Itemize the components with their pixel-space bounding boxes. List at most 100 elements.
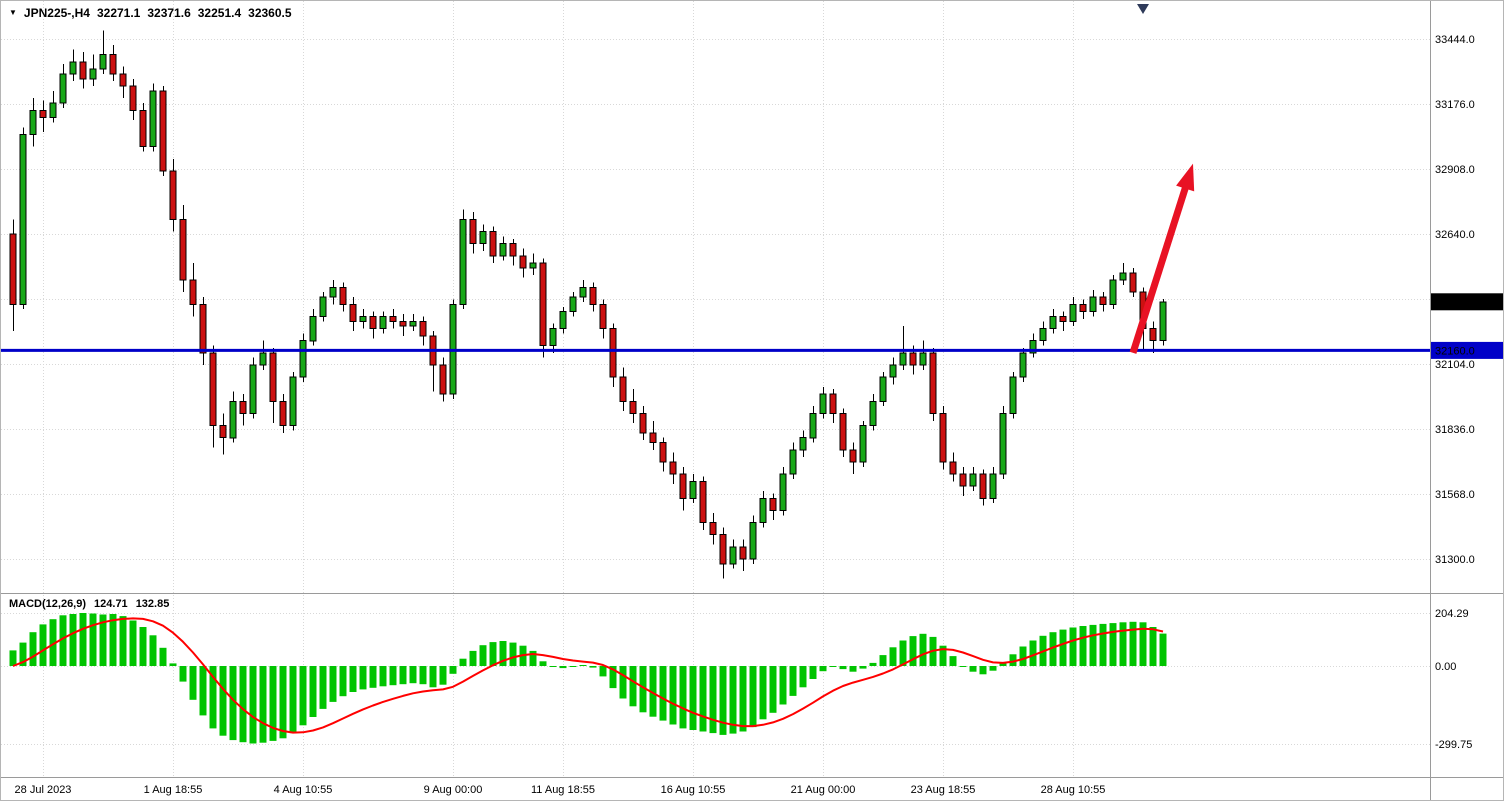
- candle-bullish: [799, 437, 807, 451]
- macd-bar: [459, 658, 467, 666]
- macd-bar: [359, 666, 367, 690]
- candle-bearish: [639, 413, 647, 434]
- candle-bullish: [1009, 376, 1017, 415]
- macd-bar: [579, 665, 587, 666]
- macd-bar: [909, 636, 917, 666]
- candle-bullish: [1109, 279, 1117, 305]
- candle-bearish: [1149, 328, 1157, 342]
- macd-bar: [499, 641, 507, 666]
- bar-marker-icon[interactable]: [1137, 4, 1149, 14]
- candle-bullish: [1049, 316, 1057, 330]
- macd-bar: [169, 663, 177, 666]
- macd-bar: [559, 666, 567, 669]
- candle-bearish: [399, 320, 407, 327]
- macd-histogram: [9, 613, 1167, 744]
- macd-bar: [669, 666, 677, 725]
- macd-bar: [549, 666, 557, 667]
- candle-bearish: [189, 279, 197, 305]
- macd-bar: [1029, 640, 1037, 666]
- macd-bar: [849, 666, 857, 672]
- trend-arrow[interactable]: [1129, 163, 1195, 354]
- candle-bullish: [409, 320, 417, 327]
- candle-bearish: [519, 255, 527, 269]
- candle-bullish: [479, 231, 487, 245]
- candle-bullish: [779, 473, 787, 512]
- candle-bullish: [859, 425, 867, 463]
- candle-bearish: [929, 352, 937, 414]
- time-tick-label: 23 Aug 18:55: [911, 784, 976, 796]
- macd-bar: [529, 650, 537, 666]
- candle-bearish: [589, 286, 597, 305]
- candle-bullish: [749, 522, 757, 560]
- candle-bullish: [59, 73, 67, 104]
- candle-bullish: [499, 243, 507, 257]
- macd-bar: [749, 666, 757, 728]
- macd-bar: [59, 615, 67, 666]
- macd-bar: [69, 614, 77, 666]
- candle-bullish: [819, 393, 827, 415]
- current-price-badge[interactable]: 32360.5: [1431, 293, 1504, 311]
- candle-bearish: [509, 243, 517, 257]
- macd-bar: [429, 666, 437, 688]
- macd-bar: [1049, 632, 1057, 666]
- macd-bar: [589, 666, 597, 668]
- candle-bullish: [229, 400, 237, 439]
- candle-bearish: [389, 316, 397, 322]
- candle-bullish: [309, 316, 317, 342]
- candle-bearish: [719, 534, 727, 565]
- macd-bar: [199, 666, 207, 716]
- macd-bar: [139, 627, 147, 666]
- macd-bar: [279, 666, 287, 739]
- macd-bar: [79, 613, 87, 666]
- time-axis: 28 Jul 2023 1 Aug 18:55 4 Aug 10:55 9 Aug 0…: [15, 784, 1106, 796]
- macd-bar: [289, 666, 297, 734]
- candle-bullish: [889, 364, 897, 378]
- candle-bearish: [629, 400, 637, 414]
- macd-bar: [239, 666, 247, 743]
- macd-bar: [329, 666, 337, 702]
- candle-bearish: [269, 352, 277, 402]
- candle-bearish: [279, 400, 287, 427]
- macd-bar: [259, 666, 267, 743]
- macd-bar: [729, 666, 737, 734]
- macd-bar: [639, 666, 647, 713]
- macd-bar: [989, 666, 997, 671]
- price-tick-label: 31568.0: [1435, 489, 1475, 501]
- candle-bullish: [569, 296, 577, 313]
- macd-bar: [249, 666, 257, 744]
- macd-bar: [99, 614, 107, 666]
- macd-bar: [159, 647, 167, 666]
- macd-bar: [839, 666, 847, 670]
- macd-bar: [389, 666, 397, 686]
- time-tick-label: 21 Aug 00:00: [791, 784, 856, 796]
- price-tick-label: 33444.0: [1435, 34, 1475, 46]
- candle-bullish: [579, 286, 587, 298]
- macd-bar: [509, 642, 517, 666]
- candle-bearish: [829, 393, 837, 415]
- candle-bearish: [959, 473, 967, 487]
- macd-bar: [1089, 624, 1097, 666]
- candle-bullish: [49, 102, 57, 119]
- macd-bar: [399, 666, 407, 685]
- price-tick-label: 33176.0: [1435, 99, 1475, 111]
- macd-bar: [1059, 629, 1067, 666]
- candle-bullish: [529, 262, 537, 269]
- candle-bullish: [969, 473, 977, 487]
- candle-bullish: [869, 400, 877, 427]
- macd-bar: [649, 666, 657, 717]
- candle-bearish: [369, 316, 377, 330]
- macd-bar: [959, 666, 967, 667]
- macd-bar: [899, 640, 907, 666]
- hline-price-badge[interactable]: 32160.0: [1431, 341, 1504, 359]
- candle-bearish: [849, 449, 857, 463]
- candle-bearish: [609, 328, 617, 378]
- candle-bullish: [1119, 272, 1127, 281]
- candle-bullish: [879, 376, 887, 402]
- macd-bar: [1079, 626, 1087, 666]
- macd-bar: [1129, 621, 1137, 666]
- candle-bullish: [999, 413, 1007, 475]
- macd-bar: [739, 666, 747, 732]
- candle-bearish: [939, 413, 947, 463]
- macd-bar: [309, 666, 317, 717]
